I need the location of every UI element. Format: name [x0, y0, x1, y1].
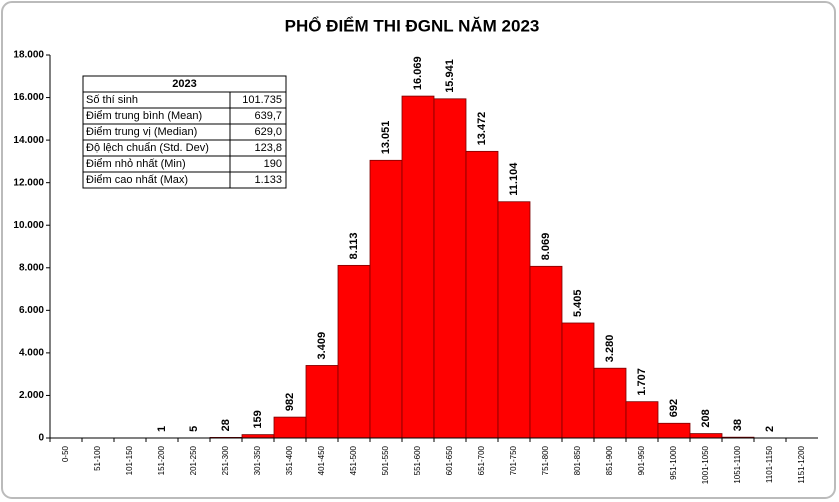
x-tick-label: 301-350 [253, 445, 262, 475]
table-value: 629,0 [254, 126, 282, 138]
x-tick-label: 151-200 [157, 445, 166, 475]
x-tick-label: 1001-1050 [701, 445, 710, 484]
value-label: 1 [156, 426, 168, 432]
x-tick-label: 101-150 [125, 445, 134, 475]
bar [337, 264, 371, 439]
y-tick-label: 12.000 [13, 177, 44, 188]
x-tick-label: 1051-1100 [733, 445, 742, 483]
x-tick-label: 0-50 [61, 445, 70, 462]
bar [497, 201, 531, 439]
value-label: 5.405 [572, 289, 584, 317]
x-tick-label: 801-850 [573, 445, 582, 475]
value-label: 692 [668, 399, 680, 417]
x-tick-label: 401-450 [317, 445, 326, 475]
x-tick-label: 1151-1200 [797, 445, 806, 483]
bar [657, 422, 691, 439]
x-tick-label: 851-900 [605, 445, 614, 475]
table-value: 101.735 [242, 94, 282, 106]
value-label: 8.069 [540, 233, 552, 261]
table-label: Điểm cao nhất (Max) [86, 174, 188, 186]
table-value: 639,7 [254, 110, 282, 122]
x-tick-label: 501-550 [381, 445, 390, 475]
table-label: Điểm trung bình (Mean) [86, 110, 202, 122]
value-label: 3.409 [316, 332, 328, 360]
value-label: 8.113 [348, 232, 360, 259]
bar [529, 265, 563, 439]
x-tick-label: 351-400 [285, 445, 294, 475]
value-label: 15.941 [444, 59, 456, 93]
bar [401, 95, 435, 439]
table-label: Điểm trung vị (Median) [86, 126, 197, 138]
y-tick-label: 2.000 [19, 390, 44, 401]
value-label: 13.472 [476, 112, 488, 146]
x-tick-label: 551-600 [413, 445, 422, 475]
y-tick-label: 14.000 [13, 135, 44, 146]
x-tick-label: 51-100 [93, 445, 102, 470]
x-tick-label: 251-300 [221, 445, 230, 475]
bar [689, 433, 723, 439]
x-tick-label: 601-650 [445, 445, 454, 475]
value-label: 159 [252, 410, 264, 428]
value-label: 2 [764, 426, 776, 432]
table-value: 123,8 [254, 142, 282, 154]
value-label: 1.707 [636, 368, 648, 396]
x-tick-label: 751-800 [541, 445, 550, 475]
table-value: 1.133 [254, 174, 282, 186]
bar [241, 434, 275, 439]
value-label: 38 [732, 419, 744, 431]
bar [273, 416, 307, 439]
table-label: Độ lệch chuẩn (Std. Dev) [86, 142, 209, 154]
bar [305, 365, 339, 439]
x-tick-label: 201-250 [189, 445, 198, 475]
x-tick-label: 901-950 [637, 445, 646, 475]
y-tick-label: 8.000 [19, 262, 44, 273]
x-tick-label: 651-700 [477, 445, 486, 475]
bar [593, 367, 627, 439]
bar [433, 98, 467, 439]
y-tick-label: 16.000 [13, 92, 44, 103]
value-label: 13.051 [380, 121, 392, 155]
value-label: 5 [188, 426, 200, 432]
bar [625, 401, 659, 439]
y-tick-label: 18.000 [13, 50, 44, 61]
x-tick-label: 701-750 [509, 445, 518, 475]
chart-title: PHỔ ĐIỂM THI ĐGNL NĂM 2023 [285, 16, 540, 35]
y-tick-label: 10.000 [13, 220, 44, 231]
value-label: 16.069 [412, 56, 424, 90]
y-tick-label: 6.000 [19, 305, 44, 316]
value-label: 28 [220, 419, 232, 431]
bar [561, 322, 595, 439]
table-label: Số thí sinh [86, 94, 138, 106]
x-tick-label: 451-500 [349, 445, 358, 475]
value-label: 3.280 [604, 335, 616, 363]
value-label: 982 [284, 393, 296, 411]
bar [369, 159, 403, 439]
bar [465, 150, 499, 439]
value-label: 208 [700, 409, 712, 427]
table-value: 190 [264, 158, 282, 170]
value-label: 11.104 [508, 162, 520, 196]
table-title: 2023 [172, 78, 196, 90]
stats-table [82, 75, 287, 189]
y-tick-label: 4.000 [19, 348, 44, 359]
y-tick-label: 0 [38, 433, 44, 444]
x-tick-label: 951-1000 [669, 445, 678, 479]
table-label: Điểm nhỏ nhất (Min) [86, 158, 186, 170]
x-tick-label: 1101-1150 [765, 445, 774, 483]
